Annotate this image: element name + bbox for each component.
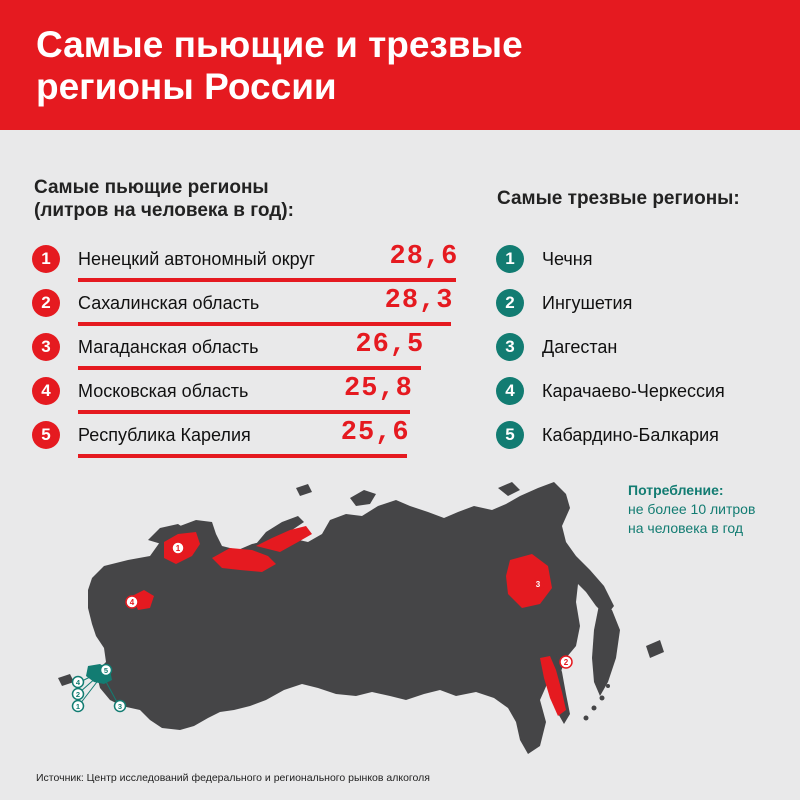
title-line-2: регионы России bbox=[36, 66, 337, 107]
rank-badge: 1 bbox=[32, 245, 60, 273]
rank-badge: 4 bbox=[32, 377, 60, 405]
region-name: Московская область bbox=[78, 381, 249, 401]
drinking-heading-line-2: (литров на человека в год): bbox=[34, 200, 294, 221]
value-bar bbox=[78, 366, 422, 370]
value-bar bbox=[78, 454, 407, 458]
rank-badge: 2 bbox=[32, 289, 60, 317]
map-marker-red: 2 bbox=[559, 655, 573, 669]
rank-badge: 2 bbox=[496, 289, 524, 317]
map-marker-red: 3 bbox=[531, 577, 545, 591]
region-name: Дагестан bbox=[542, 337, 618, 357]
drinking-row: 2 Сахалинская область 28,3 bbox=[32, 284, 452, 328]
rank-badge: 4 bbox=[496, 377, 524, 405]
value-bar bbox=[78, 278, 456, 282]
map-marker-red: 1 bbox=[171, 541, 185, 555]
map-marker-teal: 4 bbox=[71, 675, 85, 689]
page-title: Самые пьющие и трезвые регионы России bbox=[36, 24, 736, 108]
region-name: Кабардино-Балкария bbox=[542, 425, 719, 445]
map-marker-label: 4 bbox=[130, 598, 135, 607]
sober-row: 2 Ингушетия bbox=[496, 284, 796, 328]
arctic-island-1 bbox=[350, 490, 376, 506]
rank-badge: 3 bbox=[496, 333, 524, 361]
value-bar bbox=[78, 410, 410, 414]
sober-ranking-list: 1 Чечня 2 Ингушетия 3 Дагестан 4 Карачаево-Черк… bbox=[496, 240, 796, 460]
drinking-row: 5 Республика Карелия 25,6 bbox=[32, 416, 452, 460]
russia-map: 1 2 3 4 1 2 3 4 5 bbox=[58, 482, 664, 754]
sober-row: 4 Карачаево-Черкессия bbox=[496, 372, 796, 416]
map-marker-label: 2 bbox=[564, 658, 569, 667]
teal-markers: 1 2 3 4 5 bbox=[71, 663, 127, 713]
kuril-islands bbox=[583, 684, 610, 721]
arctic-island-2 bbox=[498, 482, 520, 496]
region-name: Магаданская область bbox=[78, 337, 259, 357]
arctic-island-3 bbox=[296, 484, 312, 496]
note-title: Потребление: bbox=[628, 482, 724, 498]
rank-badge: 3 bbox=[32, 333, 60, 361]
region-magadan-highlight bbox=[506, 554, 552, 608]
drinking-row: 3 Магаданская область 26,5 bbox=[32, 328, 452, 372]
sober-row: 3 Дагестан bbox=[496, 328, 796, 372]
map-marker-label: 1 bbox=[176, 544, 181, 553]
value-label: 28,6 bbox=[389, 242, 459, 272]
consumption-note: Потребление: не более 10 литров на челов… bbox=[628, 481, 798, 538]
header-banner: Самые пьющие и трезвые регионы России bbox=[0, 0, 800, 130]
map-marker-label: 4 bbox=[76, 678, 81, 687]
sober-heading: Самые трезвые регионы: bbox=[497, 188, 740, 209]
map-marker-teal: 1 bbox=[71, 699, 85, 713]
far-east-island bbox=[646, 640, 664, 658]
value-label: 26,5 bbox=[355, 330, 425, 360]
rank-badge: 1 bbox=[496, 245, 524, 273]
kaliningrad-landmass bbox=[58, 674, 74, 686]
map-marker-red: 4 bbox=[125, 595, 139, 609]
region-name: Чечня bbox=[542, 249, 593, 269]
region-name: Карачаево-Черкессия bbox=[542, 381, 725, 401]
note-line-2: на человека в год bbox=[628, 520, 744, 536]
map-marker-label: 3 bbox=[118, 702, 122, 711]
map-marker-teal: 5 bbox=[99, 663, 113, 677]
map-marker-label: 5 bbox=[104, 666, 108, 675]
region-nenets-coast bbox=[256, 526, 312, 552]
region-name: Республика Карелия bbox=[78, 425, 251, 445]
map-marker-teal: 2 bbox=[71, 687, 85, 701]
drinking-row: 1 Ненецкий автономный округ 28,6 bbox=[32, 240, 457, 284]
region-sakhalin-highlight bbox=[540, 656, 566, 716]
value-bar bbox=[78, 322, 451, 326]
map-marker-label: 3 bbox=[536, 580, 541, 589]
title-line-1: Самые пьющие и трезвые bbox=[36, 24, 523, 65]
russia-landmass bbox=[88, 482, 614, 754]
source-caption: Источник: Центр исследований федеральног… bbox=[36, 772, 430, 784]
drinking-heading-line-1: Самые пьющие регионы bbox=[34, 177, 269, 198]
map-marker-teal: 3 bbox=[113, 699, 127, 713]
red-markers: 1 2 3 4 bbox=[125, 541, 573, 669]
kamchatka-landmass bbox=[592, 600, 620, 696]
value-label: 28,3 bbox=[384, 286, 454, 316]
region-name: Ингушетия bbox=[542, 293, 633, 313]
sober-callout-lines bbox=[79, 669, 119, 705]
drinking-row: 4 Московская область 25,8 bbox=[32, 372, 452, 416]
value-label: 25,8 bbox=[344, 374, 413, 404]
map-marker-label: 1 bbox=[76, 702, 80, 711]
note-line-1: не более 10 литров bbox=[628, 501, 756, 517]
rank-badge: 5 bbox=[32, 421, 60, 449]
drinking-ranking-list: 1 Ненецкий автономный округ 28,6 2 Сахалинск… bbox=[32, 240, 457, 460]
drinking-heading: Самые пьющие регионы (литров на человека… bbox=[34, 176, 354, 222]
region-name: Ненецкий автономный округ bbox=[78, 249, 316, 269]
region-name: Сахалинская область bbox=[78, 293, 260, 313]
sober-row: 1 Чечня bbox=[496, 240, 796, 284]
region-nenets-highlight bbox=[212, 548, 276, 572]
rank-badge: 5 bbox=[496, 421, 524, 449]
sober-row: 5 Кабардино-Балкария bbox=[496, 416, 796, 460]
map-marker-label: 2 bbox=[76, 690, 80, 699]
value-label: 25,6 bbox=[340, 418, 410, 448]
